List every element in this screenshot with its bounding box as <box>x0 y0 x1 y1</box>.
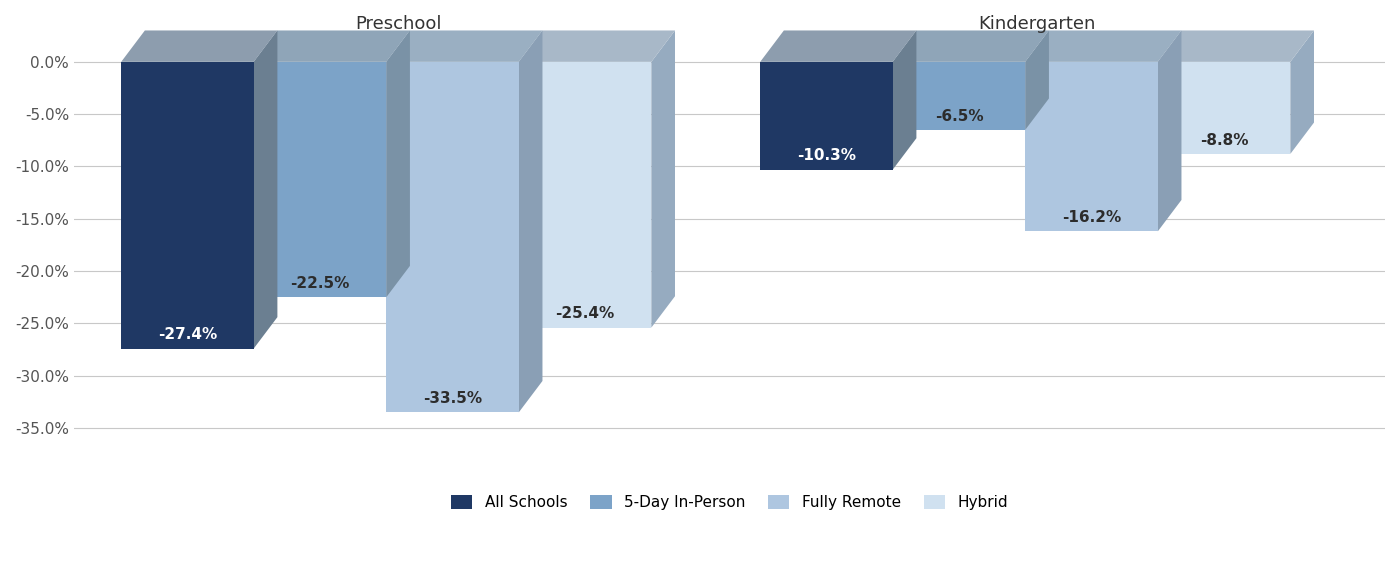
Polygon shape <box>386 62 519 412</box>
Polygon shape <box>519 62 651 328</box>
Text: -25.4%: -25.4% <box>556 307 615 321</box>
Text: -22.5%: -22.5% <box>290 276 350 291</box>
Polygon shape <box>122 62 253 349</box>
Polygon shape <box>760 62 893 169</box>
Polygon shape <box>1291 30 1315 154</box>
Polygon shape <box>893 62 1025 130</box>
Polygon shape <box>386 30 542 62</box>
Polygon shape <box>1158 62 1291 154</box>
Polygon shape <box>1025 62 1158 231</box>
Text: Preschool: Preschool <box>354 15 441 33</box>
Text: -8.8%: -8.8% <box>1200 133 1249 148</box>
Polygon shape <box>1025 30 1049 130</box>
Text: -16.2%: -16.2% <box>1063 210 1121 225</box>
Polygon shape <box>893 30 917 169</box>
Polygon shape <box>760 30 917 62</box>
Polygon shape <box>253 62 386 297</box>
Polygon shape <box>386 30 410 297</box>
Legend: All Schools, 5-Day In-Person, Fully Remote, Hybrid: All Schools, 5-Day In-Person, Fully Remo… <box>444 487 1015 517</box>
Polygon shape <box>1158 30 1315 62</box>
Polygon shape <box>253 30 277 349</box>
Polygon shape <box>122 30 277 62</box>
Text: -6.5%: -6.5% <box>935 109 983 124</box>
Polygon shape <box>1025 30 1182 62</box>
Text: Kindergarten: Kindergarten <box>979 15 1096 33</box>
Polygon shape <box>253 30 410 62</box>
Polygon shape <box>1158 30 1182 231</box>
Text: -27.4%: -27.4% <box>158 327 217 342</box>
Text: -10.3%: -10.3% <box>797 148 855 164</box>
Polygon shape <box>519 30 675 62</box>
Polygon shape <box>519 30 542 412</box>
Polygon shape <box>651 30 675 328</box>
Polygon shape <box>893 30 1049 62</box>
Text: -33.5%: -33.5% <box>423 391 482 406</box>
